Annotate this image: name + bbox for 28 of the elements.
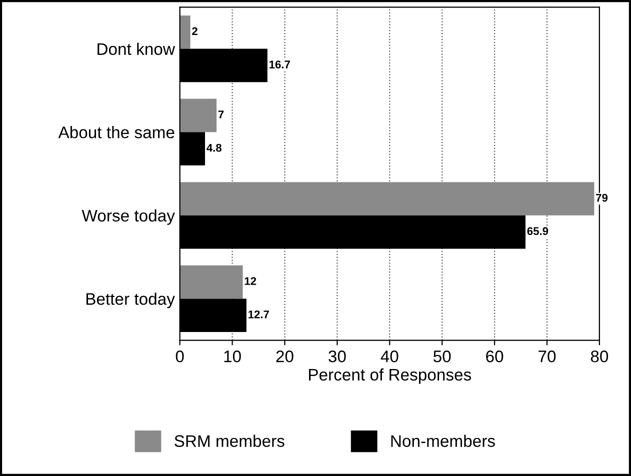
y-tick-label: Dont know [98,42,176,55]
data-label: 12 [244,277,256,285]
x-tick-label: 30 [328,350,346,362]
data-label: 7 [218,110,224,118]
bar [180,265,243,299]
x-tick-label: 0 [176,350,184,362]
x-tick-label: 50 [433,350,451,362]
legend-label: SRM members [174,434,284,447]
x-axis-title: Percent of Responses [309,368,472,384]
x-tick-label: 70 [538,350,556,362]
y-tick-label: About the same [58,126,174,138]
x-tick-label: 80 [590,350,608,362]
bar [180,182,594,216]
data-label: 2 [192,27,198,36]
x-tick-label: 20 [276,350,294,362]
bar [180,15,190,49]
data-label: 65.9 [527,227,548,236]
data-label: 16.7 [270,60,290,68]
x-tick-label: 60 [486,350,504,362]
x-tick-label: 10 [224,350,241,362]
data-label: 79 [596,194,608,202]
data-label: 12.7 [248,310,269,318]
data-label: 4.8 [206,144,222,152]
y-tick-label: Worse today [82,209,175,225]
bar [180,98,217,132]
y-tick-label: Better today [86,292,175,308]
x-tick-label: 40 [380,350,398,362]
legend-label: Non-members [391,434,495,447]
